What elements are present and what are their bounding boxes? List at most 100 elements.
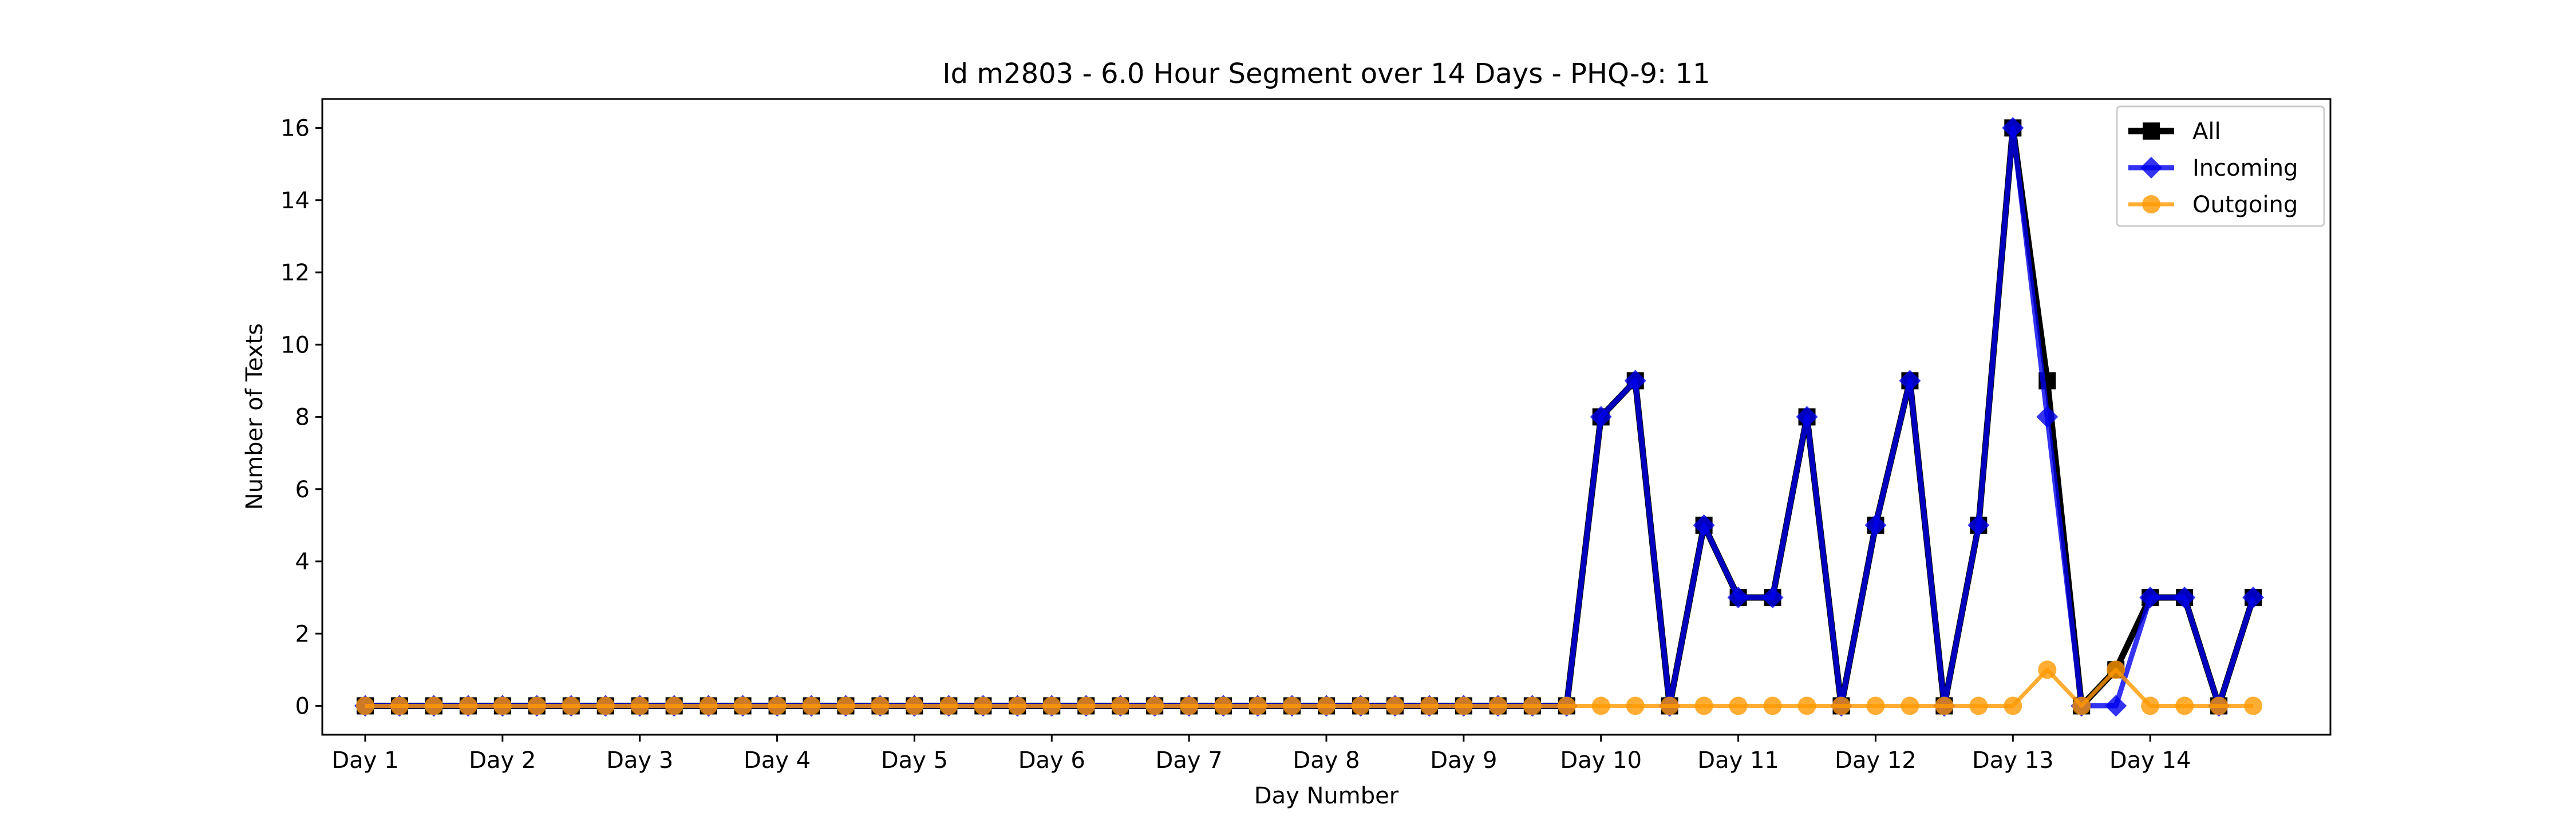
point-outgoing-22 (1111, 696, 1130, 715)
point-outgoing-4 (493, 696, 512, 715)
legend-entry-outgoing: Outgoing (2128, 192, 2298, 218)
series-layer (354, 117, 2265, 717)
point-outgoing-0 (355, 696, 374, 715)
y-tick-label-6: 12 (280, 260, 310, 286)
y-tick-label-7: 14 (280, 188, 310, 214)
point-outgoing-18 (974, 696, 993, 715)
point-outgoing-21 (1077, 696, 1096, 715)
point-outgoing-8 (630, 696, 649, 715)
point-outgoing-34 (1523, 696, 1542, 715)
point-outgoing-16 (905, 696, 924, 715)
point-outgoing-41 (1763, 696, 1782, 715)
legend-entry-incoming: Incoming (2128, 155, 2298, 181)
point-outgoing-31 (1420, 696, 1439, 715)
point-incoming-55 (2242, 587, 2265, 609)
point-incoming-47 (1967, 514, 1990, 536)
point-outgoing-54 (2210, 696, 2229, 715)
point-outgoing-36 (1591, 696, 1610, 715)
point-outgoing-45 (1901, 696, 1919, 715)
x-tick-label-6: Day 7 (1156, 747, 1223, 774)
point-incoming-52 (2139, 587, 2162, 609)
point-outgoing-35 (1557, 696, 1576, 715)
point-outgoing-43 (1832, 696, 1851, 715)
legend-label-all: All (2192, 118, 2221, 145)
point-outgoing-39 (1694, 696, 1713, 715)
legend: All Incoming Outgoing (2116, 105, 2325, 227)
point-outgoing-53 (2175, 696, 2194, 715)
point-outgoing-42 (1797, 696, 1816, 715)
point-incoming-37 (1624, 370, 1646, 392)
y-tick-label-0: 0 (295, 694, 310, 720)
legend-marker-outgoing (2142, 195, 2160, 213)
point-outgoing-10 (699, 696, 718, 715)
point-outgoing-38 (1660, 696, 1679, 715)
x-tick-label-2: Day 3 (606, 747, 673, 774)
x-tick-label-12: Day 13 (1972, 747, 2054, 774)
point-outgoing-32 (1454, 696, 1473, 715)
point-outgoing-7 (596, 696, 615, 715)
point-outgoing-49 (2038, 660, 2057, 679)
point-outgoing-23 (1145, 696, 1164, 715)
x-tick-label-8: Day 9 (1430, 747, 1497, 774)
point-incoming-53 (2174, 587, 2196, 609)
point-outgoing-15 (871, 696, 890, 715)
y-tick-label-1: 2 (295, 621, 310, 647)
point-outgoing-50 (2072, 696, 2091, 715)
point-incoming-45 (1899, 370, 1921, 392)
x-tick-label-13: Day 14 (2109, 747, 2191, 774)
point-outgoing-12 (768, 696, 787, 715)
point-incoming-36 (1590, 406, 1612, 428)
point-outgoing-13 (802, 696, 821, 715)
point-incoming-51 (2105, 695, 2127, 717)
point-outgoing-6 (562, 696, 580, 715)
point-incoming-40 (1727, 587, 1749, 609)
point-outgoing-2 (424, 696, 443, 715)
x-tick-label-0: Day 1 (331, 747, 398, 774)
point-outgoing-29 (1351, 696, 1370, 715)
point-incoming-42 (1796, 406, 1818, 428)
point-outgoing-27 (1283, 696, 1302, 715)
point-outgoing-9 (665, 696, 683, 715)
point-outgoing-3 (459, 696, 477, 715)
legend-label-incoming: Incoming (2192, 155, 2298, 181)
x-axis-label: Day Number (1254, 783, 1399, 809)
x-tick-label-11: Day 12 (1835, 747, 1917, 774)
point-incoming-41 (1761, 587, 1784, 609)
x-tick-label-7: Day 8 (1293, 747, 1360, 774)
point-incoming-49 (2036, 406, 2059, 428)
point-outgoing-51 (2107, 660, 2125, 679)
legend-marker-all (2143, 122, 2160, 140)
axes-layer: 0 2 4 6 8 10 12 14 16 Day 1 Day 2 Day 3 Day 4 Day 5 Da… (280, 116, 2191, 774)
point-outgoing-44 (1866, 696, 1885, 715)
y-tick-label-8: 16 (280, 116, 310, 142)
point-outgoing-14 (836, 696, 855, 715)
y-tick-label-3: 6 (295, 477, 310, 503)
point-outgoing-25 (1214, 696, 1233, 715)
legend-frame (2116, 105, 2325, 227)
point-outgoing-26 (1249, 696, 1267, 715)
point-outgoing-17 (939, 696, 958, 715)
point-incoming-48 (2002, 117, 2024, 139)
point-incoming-39 (1693, 514, 1715, 536)
x-tick-label-4: Day 5 (881, 747, 948, 774)
point-outgoing-20 (1042, 696, 1061, 715)
y-axis-label: Number of Texts (242, 323, 268, 510)
legend-marker-incoming (2140, 157, 2162, 179)
point-outgoing-19 (1008, 696, 1027, 715)
y-tick-label-2: 4 (295, 549, 310, 575)
plot-frame (321, 98, 2332, 736)
point-outgoing-33 (1488, 696, 1507, 715)
x-tick-label-9: Day 10 (1560, 747, 1642, 774)
legend-label-outgoing: Outgoing (2192, 192, 2298, 218)
point-outgoing-48 (2004, 696, 2022, 715)
point-outgoing-40 (1729, 696, 1748, 715)
point-outgoing-30 (1385, 696, 1404, 715)
x-tick-label-10: Day 11 (1697, 747, 1779, 774)
point-outgoing-1 (390, 696, 409, 715)
point-outgoing-46 (1935, 696, 1954, 715)
point-outgoing-11 (733, 696, 752, 715)
y-tick-label-5: 10 (280, 332, 310, 358)
legend-items: All Incoming Outgoing (2128, 118, 2298, 218)
legend-entry-all: All (2128, 118, 2221, 145)
